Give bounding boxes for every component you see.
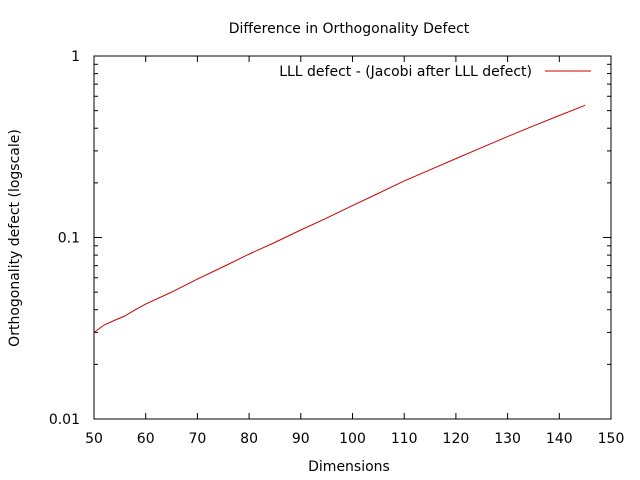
x-tick-label: 60 <box>137 431 155 447</box>
x-tick-label: 130 <box>494 431 521 447</box>
legend: LLL defect - (Jacobi after LLL defect) <box>279 64 591 80</box>
series-group <box>93 104 586 333</box>
y-tick-label: 1 <box>71 49 80 65</box>
legend-entry-label: LLL defect - (Jacobi after LLL defect) <box>279 64 532 80</box>
y-tick-label: 0.01 <box>49 412 80 428</box>
y-tick-label: 0.1 <box>58 231 80 247</box>
x-tick-label: 120 <box>443 431 470 447</box>
y-tick-labels: 0.01 0.1 1 <box>49 49 80 428</box>
x-tick-label: 90 <box>292 431 310 447</box>
chart-title: Difference in Orthogonality Defect <box>229 21 470 37</box>
x-axis-label: Dimensions <box>308 459 390 475</box>
series-line <box>93 104 586 333</box>
x-tick-label: 110 <box>391 431 418 447</box>
x-tick-label: 50 <box>85 431 103 447</box>
x-tick-label: 80 <box>240 431 258 447</box>
y-ticks <box>94 55 611 420</box>
x-tick-label: 140 <box>546 431 573 447</box>
x-ticks <box>93 56 612 419</box>
y-axis-label: Orthogonality defect (logscale) <box>7 129 23 347</box>
x-tick-label: 70 <box>188 431 206 447</box>
plot-frame <box>93 55 612 420</box>
x-tick-label: 100 <box>339 431 366 447</box>
x-tick-label: 150 <box>598 431 625 447</box>
x-tick-labels: 50 60 70 80 90 100 110 120 130 140 150 <box>85 431 624 447</box>
